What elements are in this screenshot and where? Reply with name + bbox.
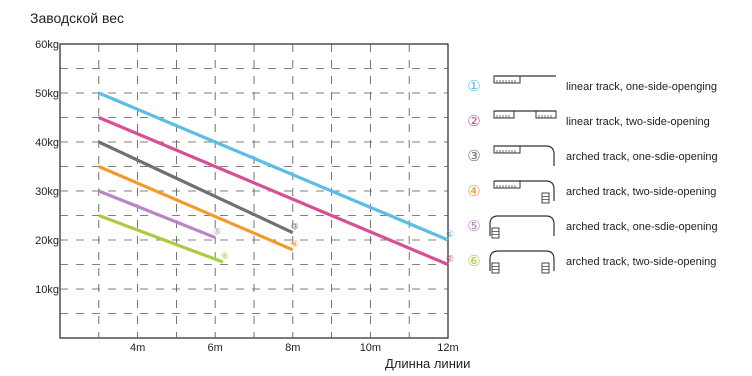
series-line-5	[98, 189, 216, 240]
x-tick-label: 10m	[360, 342, 381, 354]
x-tick-label: 8m	[285, 342, 300, 354]
series-line-3	[98, 140, 294, 235]
series-line-1	[98, 91, 449, 242]
series-end-marker: ⑤	[213, 228, 221, 238]
arched-track-icon	[494, 180, 555, 201]
track-ruler-icon	[493, 180, 521, 189]
x-axis-title: Длинна линии	[385, 356, 471, 371]
legend-item: ④ arched track, two-side-opening	[467, 180, 716, 204]
series-line-6	[98, 214, 224, 264]
legend-marker: ①	[467, 77, 480, 95]
track-bracket-icon	[541, 192, 550, 204]
legend-marker: ②	[467, 112, 480, 130]
legend-label: arched track, two-side-opening	[566, 186, 716, 198]
y-tick-label: 20kg	[35, 235, 59, 247]
legend-item: ① linear track, one-side-openging	[467, 75, 717, 95]
arched-track-icon	[489, 215, 555, 236]
track-ruler-icon	[493, 75, 521, 84]
series-end-marker: ⑥	[221, 252, 229, 262]
series-end-marker: ③	[291, 223, 299, 233]
legend-label: arched track, two-side-opening	[566, 256, 716, 268]
track-ruler-icon	[493, 145, 521, 154]
y-tick-label: 30kg	[35, 186, 59, 198]
arched-track-icon	[489, 250, 555, 271]
series-end-marker: ①	[446, 230, 454, 240]
legend-item: ③ arched track, one-sdie-opening	[467, 145, 718, 166]
y-axis-title: Заводской вес	[30, 10, 125, 26]
series-line-2	[98, 116, 449, 266]
y-tick-label: 50kg	[35, 88, 59, 100]
legend-item: ② linear track, two-side-opening	[467, 110, 710, 130]
legend-item: ⑥ arched track, two-side-opening	[467, 250, 716, 274]
legend-marker: ④	[467, 182, 480, 200]
legend-marker: ⑤	[467, 217, 480, 235]
track-bracket-icon	[491, 227, 500, 239]
legend-label: linear track, two-side-opening	[566, 116, 710, 128]
y-tick-label: 10kg	[35, 284, 59, 296]
series-end-marker: ④	[291, 240, 299, 250]
track-bracket-icon	[541, 262, 550, 274]
series-end-marker: ②	[446, 255, 454, 265]
legend-item: ⑤ arched track, one-sdie-opening	[467, 215, 718, 239]
arched-track-icon	[494, 145, 555, 166]
y-tick-label: 40kg	[35, 137, 59, 149]
x-tick-label: 12m	[437, 342, 458, 354]
legend-label: linear track, one-side-openging	[566, 81, 717, 93]
series-line-4	[98, 165, 294, 252]
legend-marker: ③	[467, 147, 480, 165]
x-tick-label: 6m	[208, 342, 223, 354]
legend-marker: ⑥	[467, 252, 480, 270]
track-bracket-icon	[491, 262, 500, 274]
legend-label: arched track, one-sdie-opening	[566, 151, 718, 163]
legend-label: arched track, one-sdie-opening	[566, 221, 718, 233]
y-tick-label: 60kg	[35, 39, 59, 51]
x-tick-label: 4m	[130, 342, 145, 354]
